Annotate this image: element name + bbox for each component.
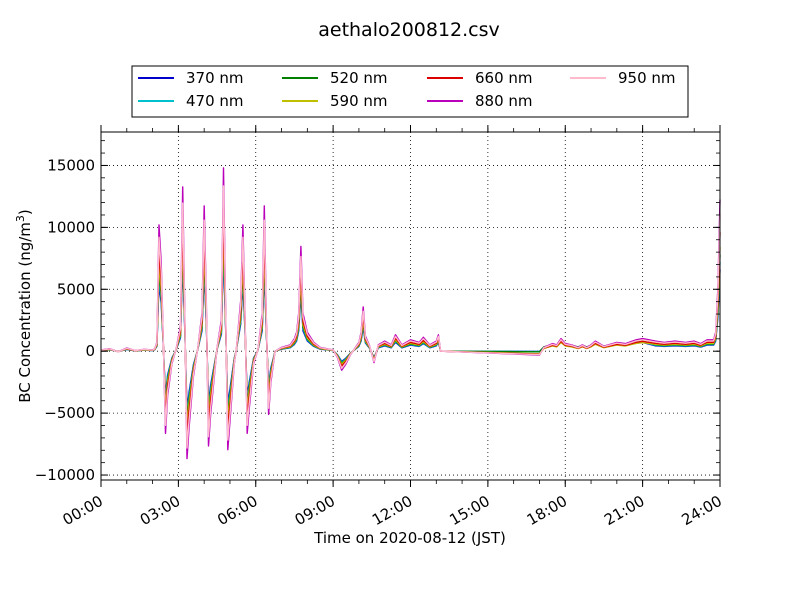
x-tick-label: 00:00 xyxy=(60,492,106,529)
grid xyxy=(101,132,720,480)
series-line-370-nm xyxy=(100,251,721,410)
x-tick-label: 24:00 xyxy=(679,492,725,529)
legend-label: 590 nm xyxy=(330,92,388,110)
series-line-880-nm xyxy=(100,167,721,460)
series-line-590-nm xyxy=(100,224,721,426)
y-tick-label: 0 xyxy=(85,342,95,360)
y-tick-label: −10000 xyxy=(35,466,95,484)
legend-label: 950 nm xyxy=(618,69,676,87)
y-axis-label: BC Concentration (ng/m3) xyxy=(14,209,34,403)
x-tick-label: 09:00 xyxy=(292,492,338,529)
chart-title: aethalo200812.csv xyxy=(318,19,500,41)
legend-label: 470 nm xyxy=(186,92,244,110)
legend-label: 660 nm xyxy=(475,69,533,87)
x-tick-label: 18:00 xyxy=(524,492,570,529)
x-tick-label: 03:00 xyxy=(137,492,183,529)
legend-box xyxy=(131,65,689,118)
x-tick-label: 06:00 xyxy=(214,492,260,529)
y-tick-label: 10000 xyxy=(47,218,95,236)
x-tick-label: 12:00 xyxy=(369,492,415,529)
x-axis-label: Time on 2020-08-12 (JST) xyxy=(313,529,506,547)
y-axis-label-sup: 3 xyxy=(14,215,27,222)
series-line-660-nm xyxy=(100,206,721,437)
y-tick-label: −5000 xyxy=(44,404,95,422)
y-tick-label: 15000 xyxy=(47,156,95,174)
y-tick-label: 5000 xyxy=(57,280,95,298)
series-line-950-nm xyxy=(100,185,721,449)
legend: 370 nm 470 nm 520 nm 590 nm 660 nm 880 nm 950 … xyxy=(131,65,689,118)
legend-label: 520 nm xyxy=(330,69,388,87)
x-tick-label: 15:00 xyxy=(446,492,492,529)
series-layer xyxy=(100,167,721,460)
x-tick-label: 21:00 xyxy=(601,492,647,529)
legend-label: 370 nm xyxy=(186,69,244,87)
y-axis-label-end: ) xyxy=(16,209,34,215)
series-line-520-nm xyxy=(100,233,721,421)
ticks: 00:00 03:00 06:00 09:00 12:00 15:00 18:00 21:00… xyxy=(35,125,725,529)
legend-label: 880 nm xyxy=(475,92,533,110)
y-axis-label-main: BC Concentration (ng/m xyxy=(16,222,34,403)
